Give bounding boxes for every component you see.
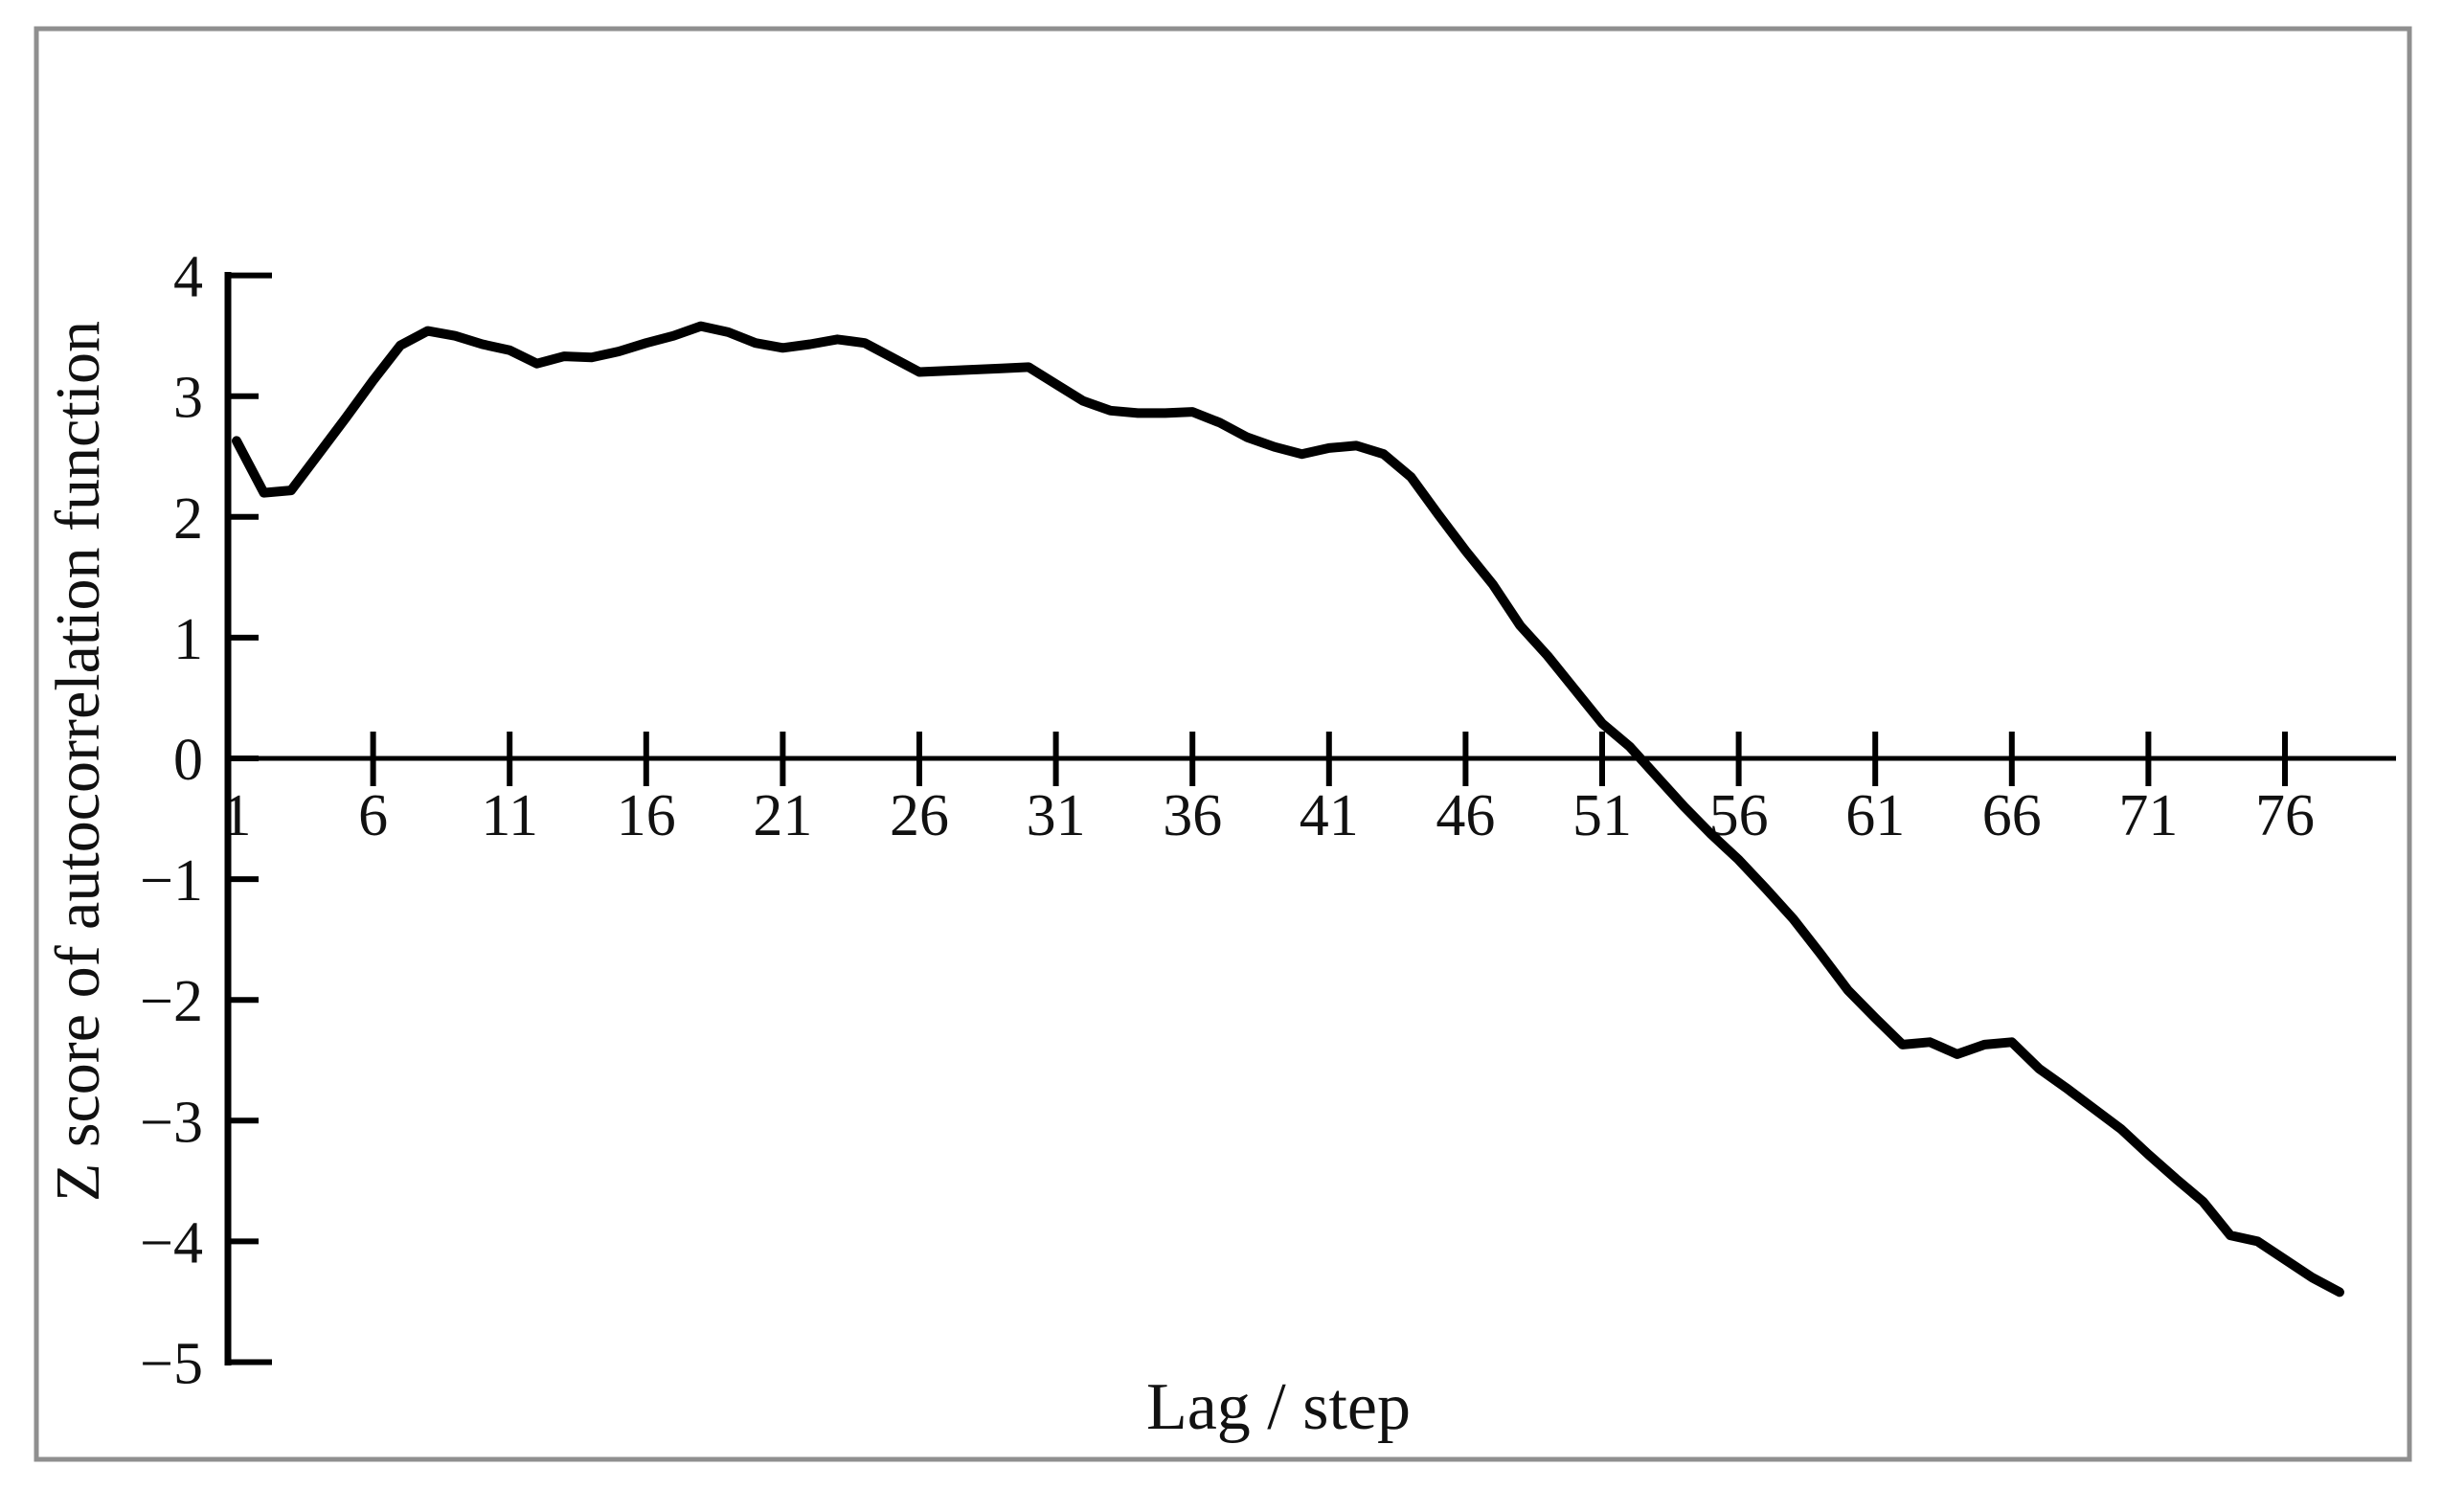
x-tick-label: 16 (617, 783, 676, 848)
y-tick-label: −1 (140, 848, 203, 914)
x-tick-label: 41 (1300, 783, 1359, 848)
y-tick-label: −4 (140, 1210, 203, 1275)
x-tick-label: 36 (1163, 783, 1222, 848)
x-tick-label: 26 (890, 783, 949, 848)
x-axis-title: Lag / step (1146, 1370, 1411, 1444)
y-tick-label: 3 (173, 366, 203, 431)
y-tick-label: −3 (140, 1090, 203, 1155)
x-tick-label: 21 (753, 783, 812, 848)
x-tick-label: 76 (2255, 783, 2315, 848)
x-tick-label: 6 (358, 783, 388, 848)
x-tick-label: 31 (1027, 783, 1086, 848)
y-tick-label: 0 (173, 728, 203, 793)
x-tick-label: 46 (1436, 783, 1495, 848)
x-tick-label: 71 (2118, 783, 2178, 848)
y-tick-label: 2 (173, 486, 203, 552)
y-axis-title: Z score of autocorrelation function (43, 321, 113, 1202)
x-tick-label: 11 (481, 783, 538, 848)
x-tick-label: 61 (1845, 783, 1905, 848)
y-tick-label: −5 (140, 1332, 203, 1397)
figure-border (34, 26, 2412, 1462)
x-tick-label: 51 (1572, 783, 1632, 848)
y-tick-label: 4 (173, 245, 203, 310)
x-tick-label: 66 (1982, 783, 2042, 848)
y-tick-label: 1 (173, 607, 203, 672)
acf-series-line (232, 321, 2344, 1298)
y-tick-label: −2 (140, 969, 203, 1034)
